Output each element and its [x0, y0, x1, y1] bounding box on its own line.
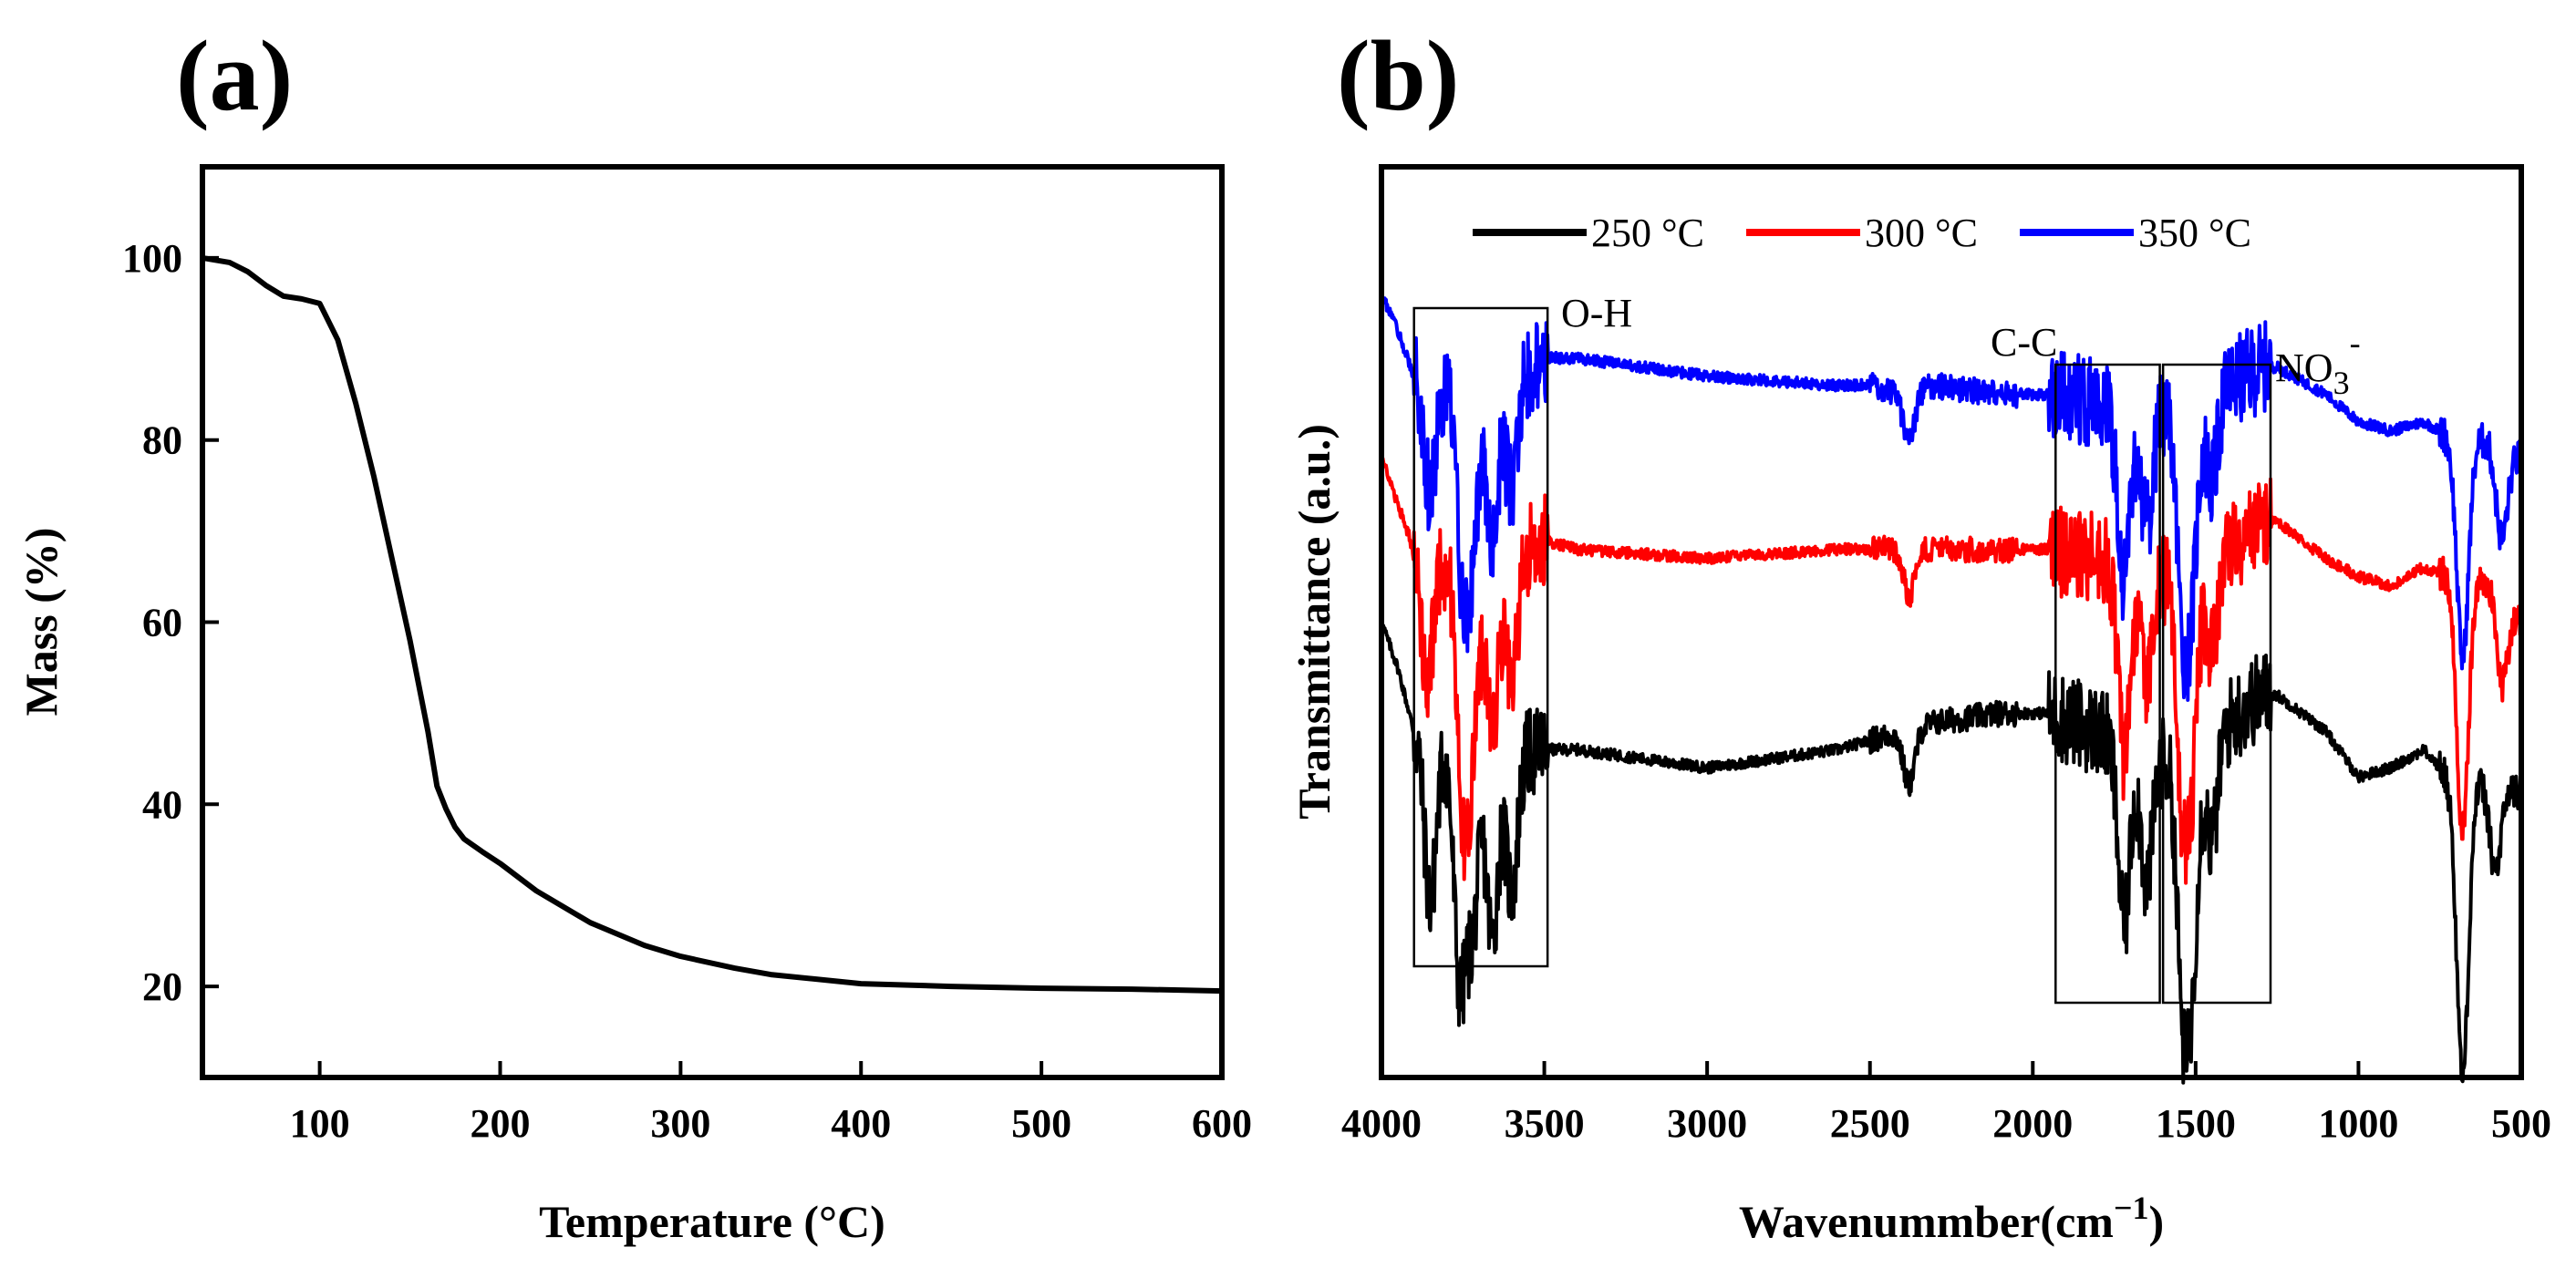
b-xtick-label: 2000 — [1992, 1101, 2073, 1146]
panel-b-ticks: 4000 3500 3000 2500 2000 1500 1000 500 — [1341, 1061, 2551, 1146]
a-xtick-label: 200 — [470, 1101, 530, 1146]
b-series-line — [1380, 456, 2523, 885]
annotation-no3-sup: - — [2350, 325, 2361, 361]
a-ytick-label: 100 — [122, 236, 182, 281]
panel-a-label: (a) — [176, 20, 293, 131]
b-xtick-label: 1500 — [2156, 1101, 2236, 1146]
panel-b-annotation-boxes — [1412, 306, 2272, 1005]
panel-b-xlabel-close: ) — [2148, 1196, 2164, 1247]
panel-b-xlabel-sup: −1 — [2114, 1190, 2149, 1226]
a-series-line — [202, 254, 1223, 995]
b-xtick-label: 4000 — [1341, 1101, 1422, 1146]
panel-b-series — [1380, 289, 2523, 1085]
a-xtick-label: 500 — [1011, 1101, 1071, 1146]
a-ytick-label: 20 — [142, 964, 182, 1009]
panel-a-ylabel: Mass (%) — [16, 528, 67, 716]
annotation-cc: C-C — [1991, 320, 2057, 365]
b-xtick-label: 1000 — [2318, 1101, 2398, 1146]
b-xtick-label: 3500 — [1505, 1101, 1585, 1146]
a-ytick-label: 40 — [142, 782, 182, 827]
annotation-no3-base: NO — [2275, 345, 2333, 390]
a-ytick-label: 80 — [142, 418, 182, 463]
panel-b-legend: 250 °C 300 °C 350 °C — [1473, 211, 2251, 255]
annotation-no3: NO3- — [2275, 325, 2361, 401]
panel-b-ylabel: Transmittance (a.u.) — [1288, 424, 1340, 820]
a-xtick-label: 300 — [650, 1101, 710, 1146]
b-series-line — [1380, 624, 2523, 1085]
legend-250-label: 250 °C — [1591, 211, 1704, 255]
panel-a-ticks: 100 200 300 400 500 600 20 40 60 80 100 — [122, 236, 1252, 1146]
panel-b-xlabel: Wavenummber(cm−1) — [1739, 1190, 2164, 1247]
panel-a-series — [202, 254, 1223, 995]
annotation-oh: O-H — [1561, 291, 1632, 335]
legend-300-label: 300 °C — [1865, 211, 1978, 255]
panel-a-plot-frame — [200, 164, 1225, 1080]
b-xtick-label: 3000 — [1667, 1101, 1747, 1146]
panel-b-plot-frame — [1379, 164, 2524, 1080]
a-xtick-label: 100 — [290, 1101, 350, 1146]
annotation-box — [2054, 363, 2161, 1005]
b-xtick-label: 2500 — [1830, 1101, 1910, 1146]
panel-a-xlabel: Temperature (°C) — [539, 1196, 885, 1247]
b-xtick-label: 500 — [2491, 1101, 2551, 1146]
b-series-line — [1380, 289, 2523, 702]
annotation-box — [2161, 363, 2272, 1005]
a-xtick-label: 400 — [831, 1101, 891, 1146]
panel-b-xlabel-text: Wavenummber(cm — [1739, 1196, 2114, 1247]
annotation-no3-sub: 3 — [2333, 365, 2350, 401]
annotation-box — [1412, 306, 1549, 968]
a-xtick-label: 600 — [1192, 1101, 1252, 1146]
a-ytick-label: 60 — [142, 601, 182, 645]
panel-b-label: (b) — [1337, 20, 1459, 131]
legend-350-label: 350 °C — [2138, 211, 2251, 255]
